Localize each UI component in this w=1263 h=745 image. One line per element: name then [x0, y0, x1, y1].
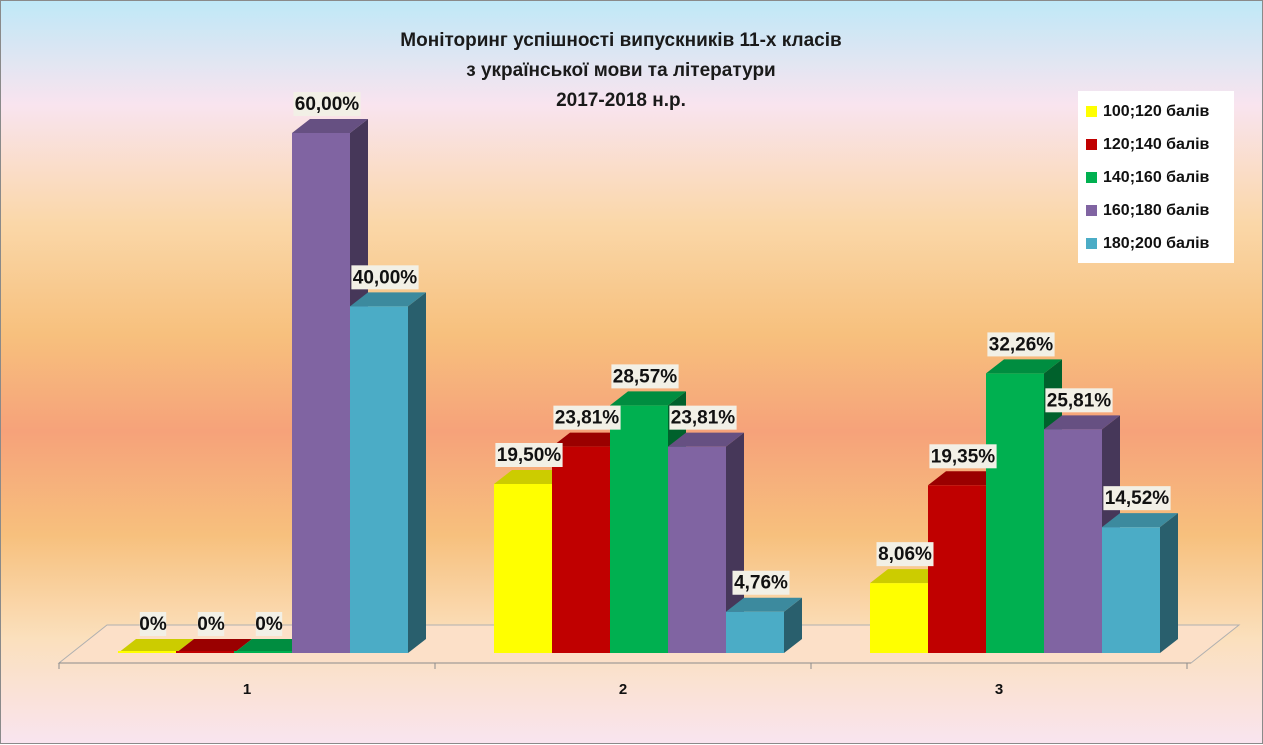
legend: 100;120 балів 120;140 балів 140;160 балі…: [1078, 91, 1234, 263]
legend-label: 180;200 балів: [1103, 234, 1210, 252]
data-label-bg: [495, 443, 563, 467]
bar: [726, 611, 784, 653]
bar-top: [668, 432, 744, 447]
bar: [610, 405, 668, 653]
data-label-bg: [611, 364, 679, 389]
bar-side: [726, 432, 744, 653]
chart-title-line-2: з української мови та літератури: [466, 60, 776, 81]
bar-top: [610, 391, 686, 406]
data-label-bg: [1103, 486, 1171, 511]
x-axis: 1 2 3: [58, 662, 1191, 698]
data-label-bg: [293, 92, 361, 116]
legend-label: 140;160 балів: [1103, 168, 1210, 186]
chart-title-line-1: Моніторинг успішності випускників 11-х к…: [400, 30, 841, 51]
data-label: 32,26%: [989, 334, 1054, 355]
x-tick-label: 3: [995, 681, 1003, 698]
data-label: 19,50%: [497, 445, 562, 466]
data-label-bg: [197, 612, 225, 636]
bar: [118, 651, 176, 653]
bar: [234, 651, 292, 653]
legend-item: 180;200 балів: [1086, 227, 1234, 260]
legend-item: 160;180 балів: [1086, 194, 1234, 227]
bar: [552, 446, 610, 653]
legend-swatch: [1086, 172, 1097, 183]
data-label: 0%: [197, 614, 225, 635]
bar: [292, 133, 350, 653]
data-label: 0%: [255, 614, 283, 635]
bar-top: [234, 639, 310, 653]
bar-top: [1102, 513, 1178, 528]
data-label-bg: [929, 444, 997, 469]
legend-label: 100;120 балів: [1103, 102, 1210, 120]
legend-item: 120;140 балів: [1086, 128, 1234, 161]
legend-swatch: [1086, 205, 1097, 216]
data-label: 23,81%: [555, 408, 620, 429]
bar-top: [870, 569, 946, 584]
bar: [1044, 429, 1102, 653]
legend-item: 140;160 балів: [1086, 161, 1234, 194]
data-label-bg: [255, 612, 283, 636]
bar-side: [1160, 513, 1178, 653]
bar: [870, 583, 928, 653]
bar: [1102, 527, 1160, 653]
data-label: 0%: [139, 614, 167, 635]
bar-side: [408, 292, 426, 653]
legend-item: 100;120 балів: [1086, 95, 1234, 128]
data-label-bg: [732, 570, 790, 595]
data-label: 60,00%: [295, 94, 360, 115]
bar-top: [176, 639, 252, 653]
bar: [986, 373, 1044, 653]
data-label-bg: [1045, 388, 1113, 413]
data-label: 40,00%: [353, 267, 418, 288]
x-tick-label: 1: [243, 681, 251, 698]
data-label-bg: [553, 405, 621, 430]
legend-swatch: [1086, 139, 1097, 150]
bar-top: [552, 432, 628, 447]
bar: [350, 306, 408, 653]
data-label-bg: [351, 265, 419, 290]
bar: [176, 651, 234, 653]
bar-top: [494, 470, 570, 484]
data-label: 4,76%: [734, 573, 788, 594]
legend-label: 120;140 балів: [1103, 135, 1210, 153]
bar: [928, 485, 986, 653]
legend-swatch: [1086, 238, 1097, 249]
data-label: 25,81%: [1047, 390, 1112, 411]
data-label: 23,81%: [671, 408, 736, 429]
x-tick-label: 2: [619, 681, 627, 698]
legend-label: 160;180 балів: [1103, 201, 1210, 219]
data-label: 8,06%: [878, 544, 932, 565]
bar-side: [784, 597, 802, 653]
data-label: 28,57%: [613, 366, 678, 387]
bar: [494, 484, 552, 653]
bar-top: [928, 471, 1004, 486]
data-label-bg: [669, 405, 737, 430]
bar-top: [1044, 415, 1120, 430]
bar-top: [350, 292, 426, 307]
data-label: 14,52%: [1105, 488, 1170, 509]
bar-top: [986, 359, 1062, 374]
bars-layer: [118, 119, 1178, 653]
bar-top: [118, 639, 194, 653]
legend-swatch: [1086, 106, 1097, 117]
chart-title-line-3: 2017-2018 н.р.: [556, 90, 686, 111]
data-label-bg: [987, 332, 1055, 357]
data-label: 19,35%: [931, 446, 996, 467]
data-labels-layer: 0% 0% 0% 60,00% 40,00% 19,50% 23,81% 28,57% 23,8…: [139, 92, 1171, 636]
bar-top: [292, 119, 368, 133]
data-label-bg: [139, 612, 167, 636]
data-label-bg: [876, 542, 934, 567]
bar-top: [726, 597, 802, 612]
bar: [668, 446, 726, 653]
